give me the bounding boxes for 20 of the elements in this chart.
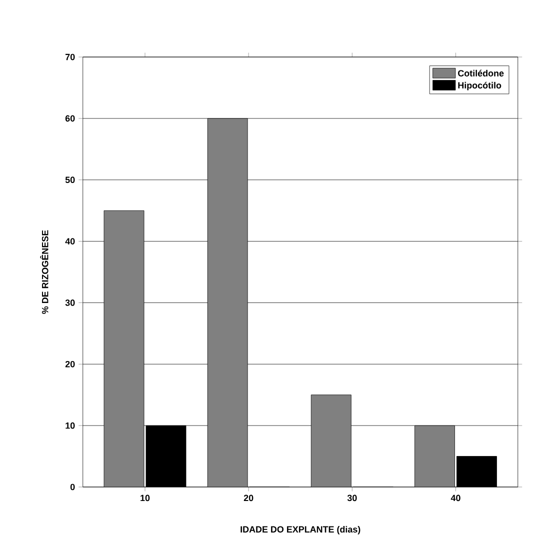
- bar: [310, 394, 352, 487]
- x-tick-label: 20: [244, 494, 254, 502]
- x-tick-label: 40: [450, 494, 460, 502]
- y-tick-label: 0: [70, 484, 75, 490]
- x-tick-label: 30: [347, 494, 357, 502]
- legend-label: Cotilédone: [458, 70, 504, 76]
- bar: [104, 210, 144, 487]
- bar: [414, 425, 455, 487]
- y-tick-label: 20: [65, 360, 75, 368]
- y-tick-label: 70: [66, 54, 75, 60]
- x-axis-title: IDADE DO EXPLANTE (dias): [240, 526, 360, 534]
- y-tick-label: 40: [65, 238, 75, 244]
- y-tick-label: 30: [65, 300, 75, 306]
- y-axis-title: % DE RIZOGÊNESE: [40, 230, 48, 314]
- y-tick-label: 10: [66, 422, 75, 429]
- x-tick-label: 10: [140, 494, 150, 502]
- legend-label: Hipocótilo: [458, 82, 502, 90]
- y-tick-label: 50: [65, 176, 75, 184]
- bar: [207, 118, 248, 487]
- y-tick-label: 60: [65, 115, 75, 122]
